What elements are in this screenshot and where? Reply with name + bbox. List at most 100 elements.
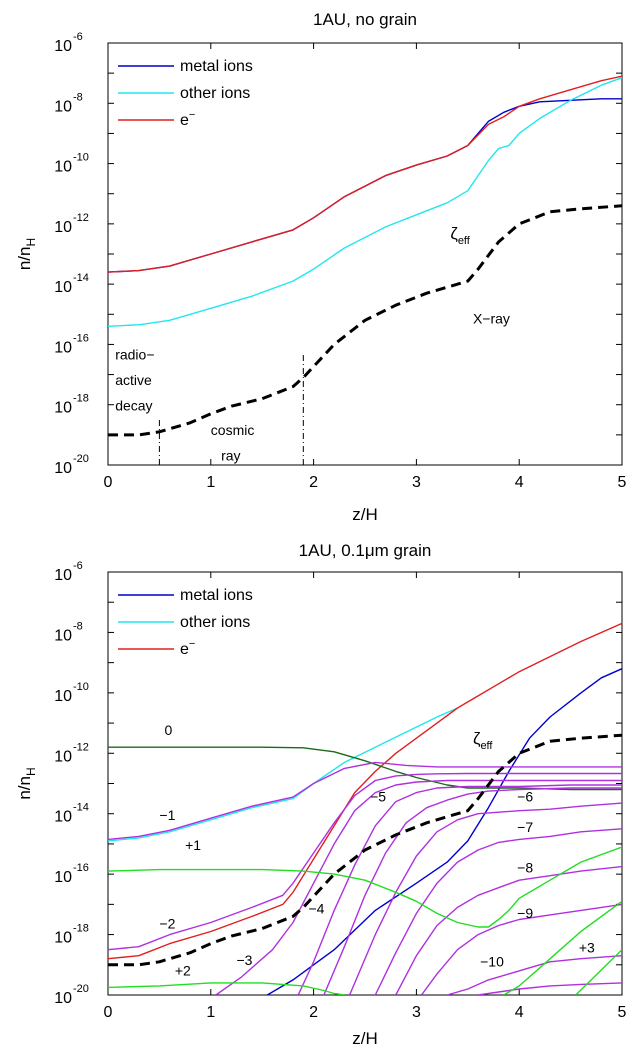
x-tick-label: 4: [515, 1004, 524, 1021]
y-tick-label: 10: [54, 460, 72, 477]
series-line-minus10: [447, 955, 622, 995]
x-axis-label: z/H: [352, 1029, 378, 1048]
y-tick-label: 10: [54, 159, 72, 176]
x-tick-label: 1: [206, 474, 215, 491]
series-line-plus2: [108, 982, 345, 995]
series-line-eff: [108, 204, 622, 437]
y-tick-label: 10: [54, 38, 72, 55]
zeta-eff-label: ζeff: [450, 224, 470, 247]
legend-label: e−: [180, 109, 195, 129]
series-line-eminus: [108, 75, 622, 273]
series-group: [108, 75, 622, 465]
x-tick-label: 4: [515, 474, 524, 491]
y-tick-exponent: -12: [73, 212, 89, 224]
y-tick-exponent: -20: [73, 453, 89, 465]
series-line-minus7: [374, 828, 622, 995]
curve-label: +2: [175, 962, 191, 978]
plot-frame: [107, 571, 623, 996]
curve-label: −4: [308, 900, 324, 916]
annotation-text: radio−: [115, 347, 154, 363]
annotation-text: decay: [115, 398, 152, 414]
y-tick-label: 10: [54, 627, 72, 644]
x-axis-label: z/H: [352, 505, 378, 524]
legend-label: e−: [180, 638, 195, 658]
y-tick-exponent: -20: [73, 983, 89, 995]
y-tick-exponent: -14: [73, 802, 89, 814]
y-tick-label: 10: [54, 279, 72, 296]
series-line-minus5: [323, 787, 622, 995]
series-line-0: [108, 746, 622, 791]
legend-label: metal ions: [180, 58, 253, 75]
zeta-eff-label: ζeff: [473, 729, 493, 752]
series-line-plus1: [108, 846, 622, 928]
chart-title: 1AU, no grain: [313, 10, 417, 29]
series-line-eminus: [108, 622, 622, 960]
y-tick-exponent: -16: [73, 862, 89, 874]
y-tick-exponent: -8: [73, 620, 83, 632]
y-tick-exponent: -14: [73, 272, 89, 284]
curve-label: 0: [165, 722, 173, 738]
legend-label: metal ions: [180, 587, 253, 604]
curve-label: −9: [517, 905, 533, 921]
curve-label: +3: [579, 940, 595, 956]
legend-label: other ions: [180, 614, 250, 631]
curve-label: −6: [517, 789, 533, 805]
series-line-plus3: [503, 900, 622, 995]
series-line-minus3: [215, 779, 622, 995]
series-line-minus8: [395, 865, 622, 995]
y-tick-exponent: -18: [73, 923, 89, 935]
x-tick-label: 3: [412, 474, 421, 491]
y-tick-label: 10: [54, 688, 72, 705]
y-tick-exponent: -12: [73, 741, 89, 753]
y-tick-label: 10: [54, 400, 72, 417]
curve-label: −7: [517, 819, 533, 835]
annotation-text: X−ray: [473, 310, 510, 326]
series-line-otherions: [108, 77, 622, 327]
chart-title: 1AU, 0.1μm grain: [299, 541, 432, 560]
y-tick-exponent: -16: [73, 332, 89, 344]
y-tick-exponent: -10: [73, 152, 89, 164]
legend-label: other ions: [180, 85, 250, 102]
y-tick-exponent: -6: [73, 31, 83, 43]
series-line-minus11: [477, 982, 622, 995]
y-tick-exponent: -8: [73, 91, 83, 103]
curve-label: −8: [517, 860, 533, 876]
x-tick-label: 0: [104, 474, 113, 491]
plot-frame: [107, 42, 623, 466]
x-tick-label: 0: [104, 1004, 113, 1021]
x-tick-label: 2: [309, 474, 318, 491]
annotation-text: ray: [221, 447, 240, 463]
curve-label: −10: [480, 953, 504, 969]
series-group: [108, 622, 622, 995]
annotation-text: active: [115, 372, 152, 388]
curve-label: −2: [159, 916, 175, 932]
y-tick-label: 10: [54, 869, 72, 886]
series-line-minus9: [420, 903, 622, 995]
x-tick-label: 2: [309, 1004, 318, 1021]
series-line-plus3b: [575, 949, 622, 995]
series-line-minus2: [108, 772, 622, 951]
x-tick-label: 5: [618, 1004, 627, 1021]
y-tick-label: 10: [54, 990, 72, 1007]
curve-label: −5: [370, 789, 386, 805]
series-line-eff: [108, 733, 622, 967]
curve-label: −3: [237, 952, 253, 968]
y-axis-label: n/nH: [15, 767, 38, 799]
y-tick-exponent: -18: [73, 393, 89, 405]
y-tick-label: 10: [54, 219, 72, 236]
y-tick-label: 10: [54, 98, 72, 115]
annotation-text: cosmic: [211, 422, 255, 438]
x-tick-label: 3: [412, 1004, 421, 1021]
y-tick-label: 10: [54, 567, 72, 584]
series-line-minus4: [297, 784, 622, 995]
y-tick-label: 10: [54, 809, 72, 826]
curve-label: −1: [159, 807, 175, 823]
y-tick-exponent: -6: [73, 560, 83, 572]
x-tick-label: 5: [618, 474, 627, 491]
x-tick-label: 1: [206, 1004, 215, 1021]
series-line-minus6: [348, 802, 622, 995]
y-tick-label: 10: [54, 339, 72, 356]
